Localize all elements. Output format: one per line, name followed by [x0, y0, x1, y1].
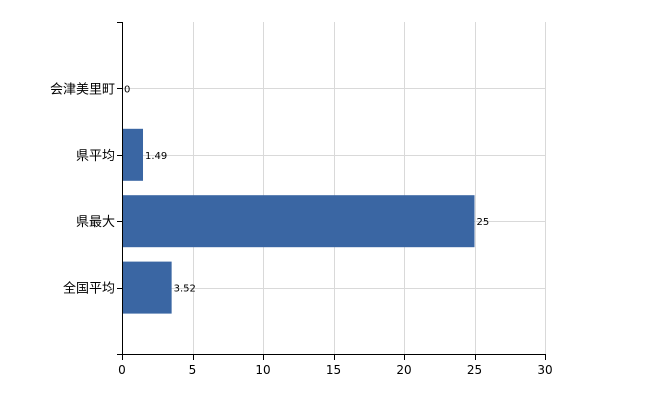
category-label: 会津美里町 — [50, 82, 115, 97]
data-label: 3.52 — [174, 284, 196, 295]
data-label: 25 — [477, 217, 490, 228]
data-label: 1.49 — [145, 151, 167, 162]
x-tick-label: 10 — [255, 363, 270, 377]
x-tick-label: 20 — [396, 363, 411, 377]
category-label: 県平均 — [76, 149, 115, 164]
axes — [117, 22, 546, 360]
grid-lines — [122, 22, 546, 354]
x-tick-label: 25 — [467, 363, 482, 377]
bar — [122, 261, 172, 314]
data-label: 0 — [124, 84, 130, 95]
x-tick-label: 5 — [189, 363, 197, 377]
x-tick-label: 0 — [118, 363, 126, 377]
x-tick-label: 30 — [537, 363, 552, 377]
bars — [122, 128, 475, 314]
bar — [122, 128, 144, 181]
category-label: 全国平均 — [63, 281, 115, 297]
x-tick-label: 15 — [326, 363, 341, 377]
bar — [122, 195, 475, 248]
category-label: 県最大 — [76, 215, 115, 230]
